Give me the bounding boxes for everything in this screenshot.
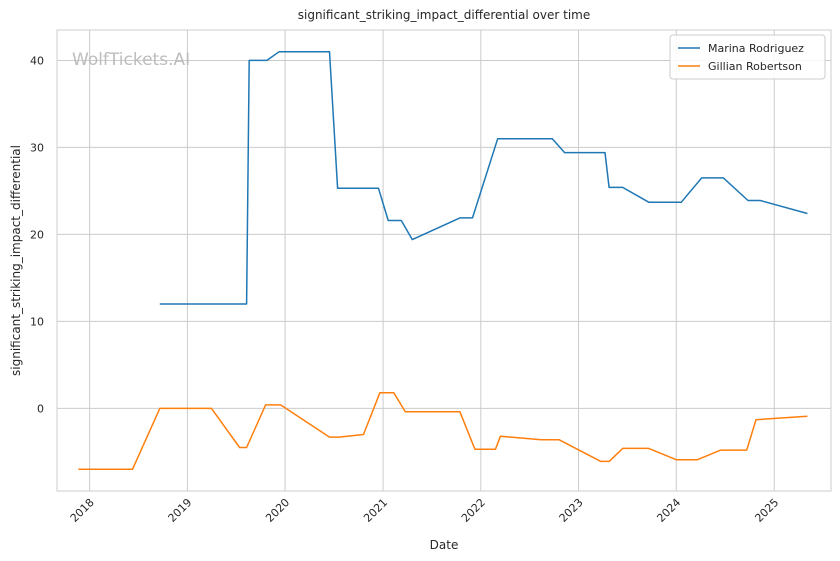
y-tick-label: 30 [30, 141, 44, 154]
y-tick-label: 0 [37, 402, 44, 415]
series-line-0 [159, 50, 808, 305]
y-tick-label: 40 [30, 54, 44, 67]
y-tick-label: 20 [30, 228, 44, 241]
y-axis-ticks: 0 10 20 30 40 [30, 54, 44, 415]
watermark-text: WolfTickets.AI [72, 50, 190, 70]
plot-frame [56, 29, 832, 492]
legend-label-0: Marina Rodriguez [708, 42, 804, 55]
y-axis-label: significant_striking_impact_differential [9, 145, 23, 376]
legend-box [669, 34, 826, 80]
series-line-1 [78, 391, 808, 471]
y-tick-label: 10 [30, 315, 44, 328]
legend: Marina Rodriguez Gillian Robertson [669, 34, 826, 80]
x-axis-label: Date [430, 538, 459, 552]
legend-label-1: Gillian Robertson [708, 60, 802, 73]
chart-title: significant_striking_impact_differential… [298, 8, 590, 22]
series-layer [78, 50, 808, 471]
